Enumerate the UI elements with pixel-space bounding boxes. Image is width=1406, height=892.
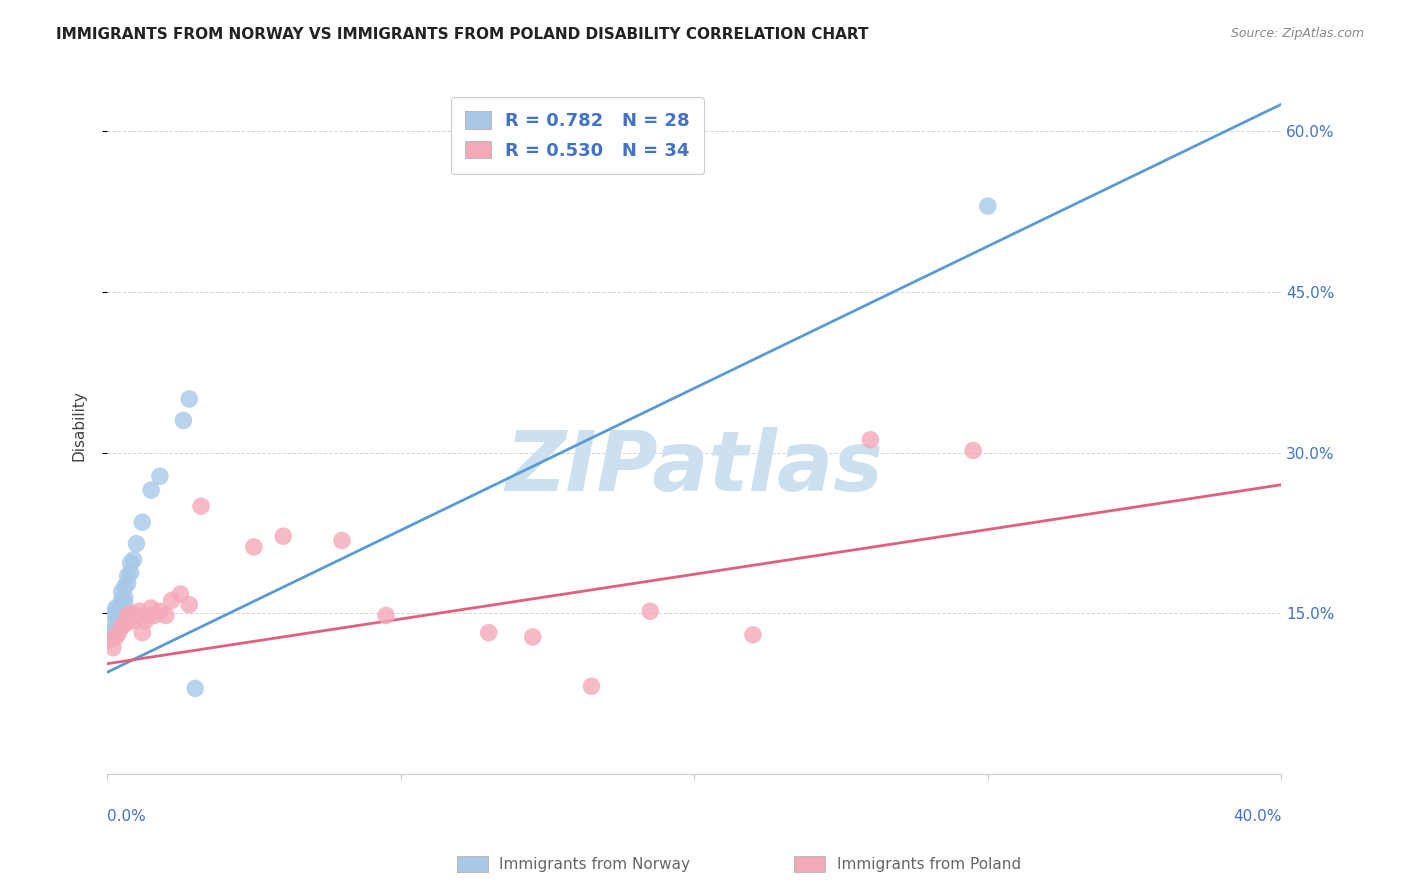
Point xyxy=(131,625,153,640)
Point xyxy=(117,614,139,628)
Point xyxy=(638,604,661,618)
Point xyxy=(243,540,266,554)
Point xyxy=(179,598,201,612)
Point xyxy=(962,443,984,458)
Point xyxy=(977,199,1000,213)
Text: Immigrants from Norway: Immigrants from Norway xyxy=(499,857,690,871)
Point xyxy=(149,469,172,483)
Point xyxy=(122,614,145,628)
Point xyxy=(101,624,124,639)
Point xyxy=(104,608,127,623)
Point xyxy=(114,596,136,610)
Point xyxy=(160,593,183,607)
Point xyxy=(271,529,294,543)
Point xyxy=(155,608,177,623)
Point xyxy=(149,604,172,618)
Point xyxy=(184,681,207,696)
Point xyxy=(114,591,136,605)
Point xyxy=(120,556,142,570)
Point xyxy=(190,499,212,513)
Text: 0.0%: 0.0% xyxy=(107,809,146,824)
Point xyxy=(478,625,501,640)
Point xyxy=(98,633,121,648)
Point xyxy=(120,607,142,621)
Point xyxy=(117,576,139,591)
Point xyxy=(128,604,150,618)
Point xyxy=(108,625,131,640)
Point xyxy=(139,601,162,615)
Point xyxy=(134,614,156,628)
Point xyxy=(120,566,142,580)
Point xyxy=(742,628,765,642)
Point xyxy=(330,533,353,548)
Point xyxy=(139,483,162,497)
Point xyxy=(108,607,131,621)
Legend: R = 0.782   N = 28, R = 0.530   N = 34: R = 0.782 N = 28, R = 0.530 N = 34 xyxy=(451,97,704,174)
Point xyxy=(104,604,127,618)
Point xyxy=(125,537,148,551)
Point xyxy=(111,585,134,599)
Point xyxy=(131,515,153,529)
Point xyxy=(522,630,544,644)
Point xyxy=(114,617,136,632)
Point xyxy=(111,619,134,633)
Point xyxy=(108,615,131,629)
Point xyxy=(117,608,139,623)
Point xyxy=(104,630,127,644)
Point xyxy=(98,628,121,642)
Point xyxy=(111,592,134,607)
Y-axis label: Disability: Disability xyxy=(72,391,86,461)
Text: ZIPatlas: ZIPatlas xyxy=(505,427,883,508)
Point xyxy=(859,433,882,447)
Point xyxy=(136,608,159,623)
Text: Immigrants from Poland: Immigrants from Poland xyxy=(837,857,1021,871)
Point xyxy=(581,679,603,693)
Point xyxy=(111,601,134,615)
Point xyxy=(375,608,398,623)
Point xyxy=(179,392,201,406)
Point xyxy=(101,617,124,632)
Point xyxy=(114,580,136,594)
Point xyxy=(125,608,148,623)
Point xyxy=(104,601,127,615)
Point xyxy=(169,587,191,601)
Text: Source: ZipAtlas.com: Source: ZipAtlas.com xyxy=(1230,27,1364,40)
Point xyxy=(143,608,166,623)
Point xyxy=(122,553,145,567)
Point xyxy=(111,598,134,612)
Text: 40.0%: 40.0% xyxy=(1233,809,1281,824)
Point xyxy=(117,569,139,583)
Point xyxy=(172,413,194,427)
Point xyxy=(101,640,124,655)
Text: IMMIGRANTS FROM NORWAY VS IMMIGRANTS FROM POLAND DISABILITY CORRELATION CHART: IMMIGRANTS FROM NORWAY VS IMMIGRANTS FRO… xyxy=(56,27,869,42)
